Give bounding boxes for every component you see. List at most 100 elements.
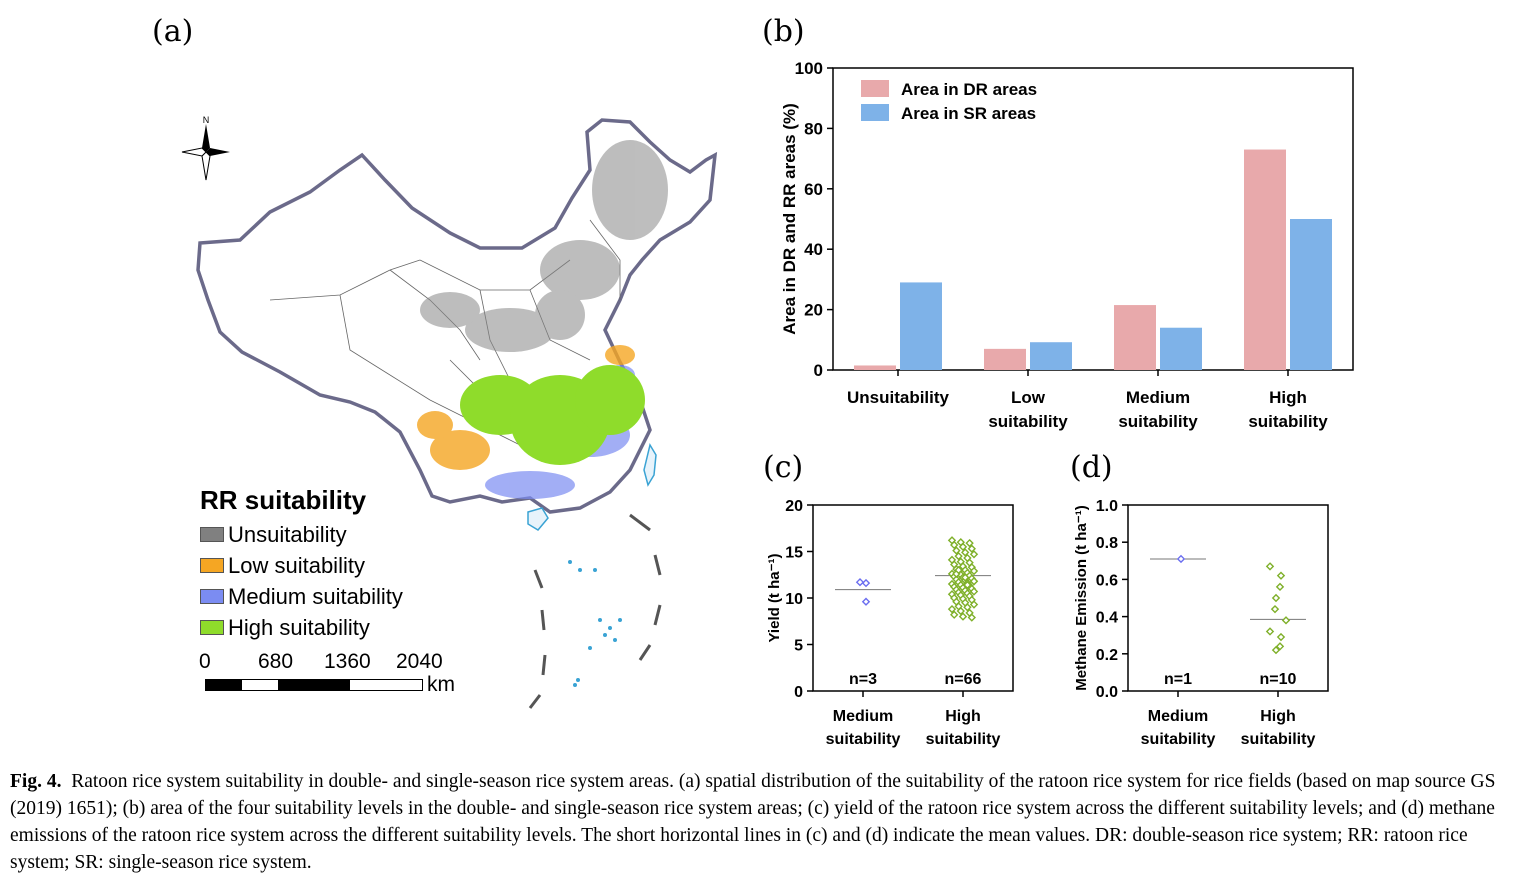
north-arrow-icon <box>181 124 230 181</box>
x-tick-label: Low <box>1011 388 1046 407</box>
high-suitability-area <box>460 365 645 465</box>
y-tick-label: 10 <box>785 591 803 608</box>
x-tick-label: suitability <box>926 731 1001 748</box>
data-point <box>947 604 957 614</box>
y-tick-label: 0.8 <box>1096 535 1118 552</box>
legend-label: Area in DR areas <box>901 80 1037 99</box>
data-point <box>1265 562 1275 571</box>
y-tick-label: 0.6 <box>1096 572 1118 589</box>
plot-frame <box>812 504 1014 692</box>
bar-sr <box>1030 342 1072 370</box>
scale-tick-1: 680 <box>258 650 294 673</box>
x-tick-label: suitability <box>826 731 901 748</box>
y-tick-label: 0.4 <box>1096 610 1118 627</box>
legend-swatch <box>200 527 224 542</box>
scale-bar <box>205 679 423 691</box>
scale-tick-0: 0 <box>199 650 211 673</box>
caption-text: Ratoon rice system suitability in double… <box>10 771 1496 873</box>
x-tick-label: suitability <box>1118 412 1198 431</box>
sample-count: n=1 <box>1164 671 1192 688</box>
data-point <box>1281 616 1291 625</box>
chart-c: 0 5 10 15 20 Yield (t ha⁻¹) Medium suitability n… <box>766 498 1014 748</box>
legend-swatch <box>861 80 889 97</box>
sample-count: n=66 <box>945 671 982 688</box>
x-tick-label: Medium <box>1148 708 1208 725</box>
taiwan-island <box>643 443 657 487</box>
x-tick-label: suitability <box>1248 412 1328 431</box>
bar-dr <box>984 348 1026 370</box>
legend-item-unsuitability: Unsuitability <box>200 519 403 550</box>
y-axis-label: Methane Emission (t ha⁻¹) <box>1073 505 1090 690</box>
south-sea-dashes <box>528 513 662 709</box>
y-tick-label: 0.0 <box>1096 684 1118 701</box>
legend-swatch <box>200 589 224 604</box>
north-label: N <box>203 115 210 125</box>
data-point <box>958 542 968 552</box>
panel-c-label: (c) <box>763 450 804 485</box>
map-legend: Unsuitability Low suitability Medium sui… <box>200 519 403 643</box>
legend-item-low: Low suitability <box>200 550 403 581</box>
data-point <box>1265 627 1275 636</box>
data-point <box>950 610 959 619</box>
data-point <box>969 577 979 586</box>
bar-dr <box>854 365 896 370</box>
y-tick-label: 80 <box>804 119 823 138</box>
chart-b: 0 20 40 60 80 100 Area in DR and RR areas (%) U… <box>780 59 1354 431</box>
y-tick-label: 100 <box>795 59 823 78</box>
sample-count: n=3 <box>849 671 877 688</box>
data-point <box>1271 593 1281 603</box>
data-point <box>861 597 871 606</box>
data-point <box>967 613 976 622</box>
bar-sr <box>900 282 942 370</box>
y-tick-label: 0 <box>794 684 803 701</box>
data-point <box>961 548 970 557</box>
y-tick-label: 0.2 <box>1096 647 1118 664</box>
data-point <box>958 612 968 621</box>
y-tick-label: 20 <box>785 498 803 515</box>
x-tick-label: Medium <box>1126 388 1190 407</box>
data-point <box>1271 645 1281 655</box>
scale-tick-3: 2040 <box>396 650 443 673</box>
data-point <box>855 578 865 587</box>
x-tick-label: suitability <box>988 412 1068 431</box>
data-point <box>956 606 965 616</box>
x-tick-label: suitability <box>1241 731 1316 748</box>
y-tick-label: 40 <box>804 240 823 259</box>
panel-d-label: (d) <box>1070 450 1113 485</box>
y-tick-label: 20 <box>804 301 823 320</box>
data-point <box>950 540 959 550</box>
data-point <box>952 546 961 555</box>
data-point <box>963 580 972 590</box>
legend-item-medium: Medium suitability <box>200 581 403 612</box>
data-point <box>961 573 970 582</box>
legend-swatch <box>200 558 224 573</box>
data-point <box>861 578 871 588</box>
legend-label: Unsuitability <box>228 521 347 547</box>
bar-dr <box>1244 149 1286 370</box>
legend-swatch <box>861 104 889 121</box>
bar-dr <box>1114 305 1156 370</box>
legend-swatch <box>200 620 224 635</box>
china-map: N <box>181 115 718 709</box>
y-tick-label: 15 <box>785 545 803 562</box>
data-point <box>967 544 976 553</box>
data-point <box>969 566 979 576</box>
x-tick-label: suitability <box>1141 731 1216 748</box>
data-point <box>1276 571 1286 580</box>
legend-title: RR suitability <box>200 485 367 515</box>
legend-item-high: High suitability <box>200 612 403 643</box>
low-suitability-area <box>417 345 635 470</box>
legend-label: Area in SR areas <box>901 104 1036 123</box>
y-tick-label: 60 <box>804 180 823 199</box>
chart-d: 0.0 0.2 0.4 0.6 0.8 1.0 Methane Emission (t ha… <box>1073 498 1329 748</box>
legend-label: High suitability <box>228 614 370 640</box>
data-point <box>969 600 979 609</box>
data-point <box>965 538 974 548</box>
y-tick-label: 0 <box>814 361 823 380</box>
data-point <box>1176 554 1186 564</box>
sample-count: n=10 <box>1260 671 1297 688</box>
data-point <box>954 551 963 561</box>
figure-caption: Fig. 4. Ratoon rice system suitability i… <box>10 768 1505 876</box>
legend-label: Low suitability <box>228 552 365 578</box>
x-tick-label: High <box>1260 708 1296 725</box>
